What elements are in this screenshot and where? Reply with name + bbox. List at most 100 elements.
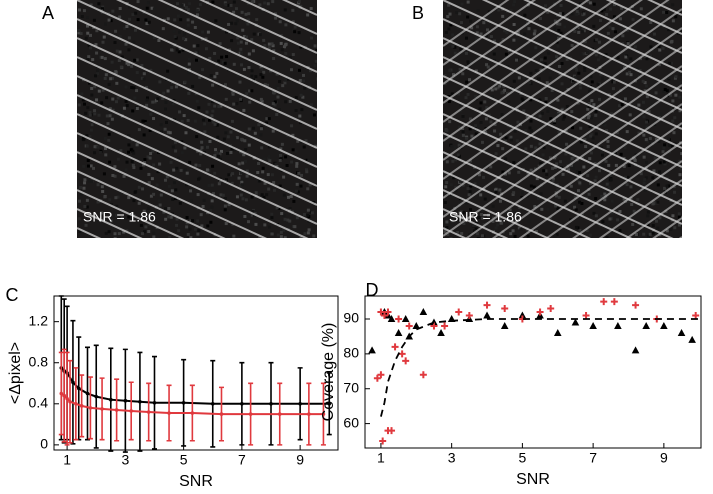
- noise: [232, 148, 236, 152]
- noise: [299, 93, 303, 97]
- mean-marker: [269, 402, 273, 406]
- noise: [79, 32, 83, 36]
- noise: [83, 204, 87, 208]
- noise: [145, 98, 149, 102]
- noise: [468, 78, 472, 82]
- noise: [270, 232, 274, 236]
- noise: [447, 27, 451, 31]
- noise: [654, 137, 658, 141]
- noise: [462, 221, 466, 225]
- noise: [229, 130, 233, 134]
- noise: [291, 133, 295, 137]
- track: [116, 0, 317, 92]
- noise: [253, 212, 257, 216]
- noise: [113, 174, 117, 178]
- noise: [201, 30, 205, 34]
- noise: [538, 114, 542, 118]
- noise: [501, 147, 505, 151]
- noise: [306, 231, 310, 235]
- noise: [601, 220, 605, 224]
- noise: [454, 189, 458, 193]
- noise: [297, 171, 301, 175]
- noise: [580, 30, 584, 34]
- noise: [158, 80, 162, 84]
- track: [77, 94, 317, 206]
- noise: [595, 38, 599, 42]
- noise: [149, 68, 153, 72]
- noise: [629, 197, 633, 201]
- noise: [86, 164, 90, 168]
- noise: [629, 73, 633, 77]
- noise: [100, 7, 104, 11]
- noise: [173, 197, 177, 201]
- noise: [538, 98, 542, 102]
- noise: [674, 15, 678, 19]
- noise: [217, 105, 221, 109]
- noise: [646, 210, 650, 214]
- noise: [263, 181, 267, 185]
- noise: [458, 217, 462, 221]
- noise: [106, 122, 110, 126]
- noise: [600, 77, 604, 81]
- noise: [529, 168, 533, 172]
- plus-point: [405, 322, 413, 330]
- noise: [516, 31, 520, 35]
- noise: [267, 117, 271, 121]
- noise: [556, 112, 560, 116]
- noise: [571, 126, 575, 130]
- mean-marker: [94, 394, 99, 399]
- noise: [579, 2, 583, 6]
- noise: [180, 119, 184, 123]
- noise: [634, 232, 638, 236]
- noise: [520, 191, 524, 195]
- noise: [216, 154, 220, 158]
- noise: [114, 196, 118, 200]
- noise: [613, 30, 617, 34]
- noise: [175, 223, 179, 227]
- noise: [457, 125, 461, 129]
- noise: [553, 119, 557, 123]
- noise: [661, 150, 665, 154]
- noise: [143, 230, 147, 234]
- noise: [270, 42, 274, 46]
- noise: [166, 89, 170, 93]
- noise: [504, 157, 508, 161]
- triangle-point: [677, 328, 686, 336]
- noise: [89, 164, 93, 168]
- triangle-point: [688, 335, 696, 343]
- noise: [80, 14, 84, 18]
- noise: [633, 157, 637, 161]
- noise: [247, 127, 251, 131]
- noise: [592, 24, 596, 28]
- noise: [560, 82, 564, 86]
- noise: [509, 135, 513, 139]
- noise: [443, 74, 447, 78]
- noise: [601, 153, 605, 157]
- track: [77, 170, 226, 238]
- noise: [680, 29, 682, 33]
- noise: [199, 149, 203, 153]
- noise: [186, 232, 190, 236]
- noise: [101, 40, 105, 44]
- noise: [588, 124, 592, 128]
- noise: [259, 127, 263, 131]
- noise: [594, 214, 598, 218]
- noise: [144, 225, 148, 229]
- noise: [200, 224, 204, 228]
- noise: [77, 217, 81, 221]
- noise: [558, 12, 562, 16]
- noise: [174, 149, 178, 153]
- track: [443, 75, 682, 187]
- noise: [107, 18, 111, 22]
- mean-marker: [76, 386, 81, 391]
- noise: [133, 96, 137, 100]
- noise: [499, 197, 503, 201]
- noise: [662, 10, 666, 14]
- noise: [512, 191, 516, 195]
- noise: [671, 214, 675, 218]
- noise: [451, 73, 455, 77]
- noise: [111, 108, 115, 112]
- noise: [198, 163, 202, 167]
- noise: [194, 51, 198, 55]
- noise: [119, 65, 123, 69]
